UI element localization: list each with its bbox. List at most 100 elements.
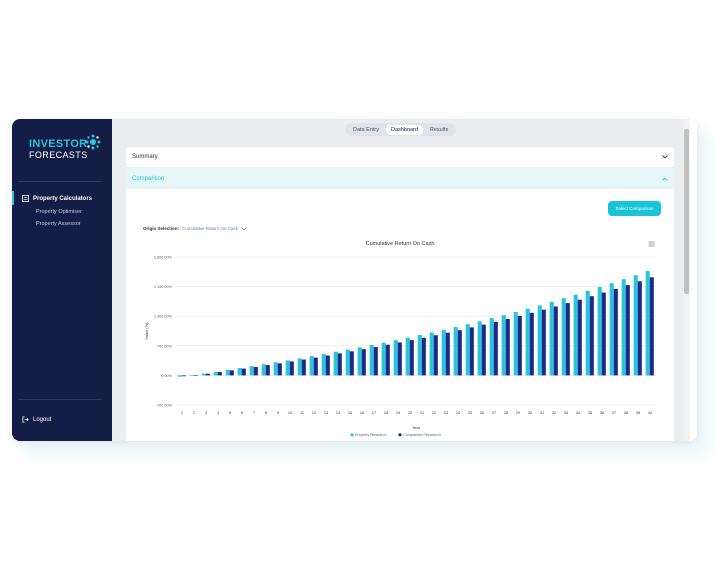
bar: [249, 366, 254, 376]
logout-label: Logout: [33, 416, 52, 423]
bar: [277, 363, 282, 376]
x-tick-label: 37: [612, 411, 616, 415]
x-tick-label: 24: [456, 411, 460, 415]
bar: [529, 312, 534, 376]
x-tick-label: 20: [408, 411, 412, 415]
summary-accordion[interactable]: Summary: [126, 147, 674, 168]
chart-menu-icon[interactable]: [648, 241, 655, 247]
bar: [357, 347, 362, 376]
bar: [549, 301, 554, 376]
bar: [625, 285, 630, 376]
bar: [577, 299, 582, 376]
tab-results[interactable]: Results: [429, 126, 449, 133]
bar: [237, 368, 242, 376]
bar: [489, 318, 494, 376]
bar: [645, 270, 650, 376]
bar: [313, 357, 318, 376]
bar: [369, 344, 374, 376]
bar: [273, 362, 278, 376]
x-tick-label: 32: [552, 411, 556, 415]
bar: [573, 294, 578, 376]
bar: [397, 342, 402, 376]
bar: [381, 342, 386, 376]
bar: [469, 327, 474, 376]
y-tick-label: 0.00%: [161, 374, 172, 378]
bar: [225, 369, 230, 376]
origin-select[interactable]: Cumulative Return On Cash: [182, 226, 239, 231]
bar: [345, 349, 350, 376]
bar: [229, 370, 234, 376]
tab-dashboard[interactable]: Dashboard: [385, 124, 423, 135]
bar: [565, 303, 570, 376]
bar: [337, 353, 342, 376]
sidebar-divider: [18, 181, 101, 182]
bar: [453, 326, 458, 376]
scrollbar-thumb[interactable]: [684, 129, 689, 294]
x-tick-label: 18: [384, 411, 388, 415]
chevron-down-icon[interactable]: [241, 226, 248, 231]
sidebar: INVESTOR FORECASTS Property Ca: [12, 119, 112, 441]
x-tick-label: 17: [372, 411, 376, 415]
sidebar-divider: [18, 399, 101, 400]
bar: [297, 358, 302, 376]
origin-selection: Origin Selection: Cumulative Return On C…: [143, 226, 248, 231]
bar: [649, 277, 654, 376]
bar: [177, 375, 182, 377]
bar: [285, 360, 290, 376]
x-tick-label: 4: [217, 411, 219, 415]
y-tick-label: 2,800.00%: [154, 256, 173, 260]
bar: [585, 290, 590, 376]
x-tick-label: 8: [265, 411, 267, 415]
x-tick-label: 23: [444, 411, 448, 415]
comparison-accordion[interactable]: Comparison: [126, 168, 674, 189]
x-tick-label: 9: [277, 411, 279, 415]
bar: [261, 364, 266, 376]
sidebar-item-property-assessor[interactable]: Property Assessor: [36, 221, 81, 227]
bar: [181, 375, 186, 377]
logo: INVESTOR FORECASTS: [29, 134, 109, 170]
bar: [597, 287, 602, 376]
bar: [541, 309, 546, 376]
bar: [433, 335, 438, 376]
logo-star-icon: [85, 134, 101, 150]
x-tick-label: 28: [504, 411, 508, 415]
logout-icon: [22, 416, 29, 423]
y-axis-label: Value (%): [144, 322, 149, 340]
y-tick-label: 1,400.00%: [154, 315, 173, 319]
active-indicator: [12, 191, 14, 205]
x-tick-label: 29: [516, 411, 520, 415]
legend-marker: [398, 433, 402, 437]
bar: [253, 366, 258, 376]
bar: [525, 308, 530, 376]
x-tick-label: 26: [480, 411, 484, 415]
x-tick-label: 25: [468, 411, 472, 415]
bar: [333, 351, 338, 376]
origin-label: Origin Selection:: [143, 226, 180, 231]
x-tick-label: 36: [600, 411, 604, 415]
bar: [405, 337, 410, 376]
bar: [429, 332, 434, 376]
x-tick-label: 12: [312, 411, 316, 415]
y-tick-label: -700.00%: [156, 404, 173, 408]
sidebar-item-property-calculators[interactable]: Property Calculators: [12, 191, 92, 205]
bar: [361, 349, 366, 376]
tab-data-entry[interactable]: Data Entry: [353, 126, 379, 133]
bar: [505, 318, 510, 376]
bar: [193, 374, 198, 376]
x-tick-label: 31: [540, 411, 544, 415]
y-tick-label: 700.00%: [157, 344, 173, 348]
sidebar-item-property-optimiser[interactable]: Property Optimiser: [36, 209, 82, 215]
bar: [189, 375, 194, 376]
logout-button[interactable]: Logout: [22, 416, 51, 423]
comparison-label: Comparison: [132, 175, 165, 182]
bar: [457, 330, 462, 376]
bar: [385, 344, 390, 376]
bar: [637, 281, 642, 376]
bar: [321, 354, 326, 376]
bar: [609, 283, 614, 376]
scrollbar[interactable]: [683, 119, 690, 441]
select-comparison-button[interactable]: Select Comparison: [608, 201, 661, 216]
bar: [493, 321, 498, 376]
x-tick-label: 22: [432, 411, 436, 415]
x-tick-label: 21: [420, 411, 424, 415]
